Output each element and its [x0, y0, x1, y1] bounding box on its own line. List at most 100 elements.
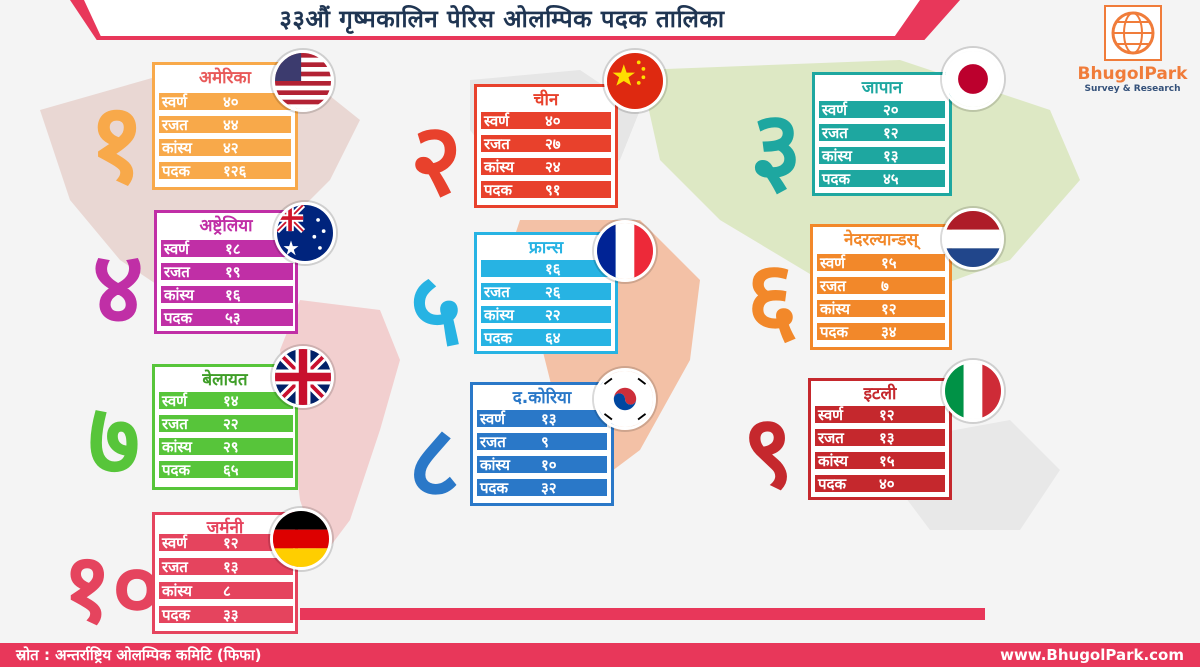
bhugolpark-logo: BhugolPark Survey & Research — [1070, 4, 1195, 104]
medal-panel: फ्रान्स १६ रजत २६ कांस्य २२ पदक ६४ — [474, 232, 618, 354]
total-value: ४५ — [883, 169, 899, 188]
uk-flag-icon — [272, 346, 334, 408]
website-link[interactable]: www.BhugolPark.com — [1000, 646, 1184, 664]
title-banner: ३३औं गृष्मकालिन पेरिस ओलम्पिक पदक तालिका — [70, 0, 960, 40]
korea-flag-icon — [594, 368, 656, 430]
total-label: पदक — [162, 460, 191, 479]
silver-row: रजत ७ — [817, 277, 945, 296]
bronze-label: कांस्य — [480, 455, 510, 474]
silver-label: रजत — [822, 123, 848, 142]
silver-row: रजत १९ — [161, 263, 293, 282]
bronze-row: कांस्य २४ — [481, 158, 611, 177]
gold-row: स्वर्ण १५ — [817, 254, 945, 273]
silver-label: रजत — [820, 276, 846, 295]
country-name: अमेरिका — [199, 67, 251, 88]
bronze-label: कांस्य — [162, 437, 192, 456]
gold-value: १२ — [223, 533, 239, 552]
medal-panel: द.कोरिया स्वर्ण १३ रजत ९ कांस्य १० पदक ३२ — [470, 382, 614, 506]
medal-panel: अमेरिका स्वर्ण ४० रजत ४४ कांस्य ४२ पदक १२६ — [152, 62, 298, 190]
total-row: पदक १२६ — [159, 162, 291, 181]
bronze-label: कांस्य — [484, 305, 514, 324]
total-value: ३२ — [541, 478, 557, 497]
gold-value: १३ — [541, 409, 557, 428]
total-row: पदक ४५ — [819, 170, 945, 189]
silver-label: रजत — [162, 557, 188, 576]
medal-panel: बेलायत स्वर्ण १४ रजत २२ कांस्य २९ पदक ६५ — [152, 364, 298, 490]
medal-panel: चीन स्वर्ण ४० रजत २७ कांस्य २४ पदक ९१ — [474, 84, 618, 208]
total-label: पदक — [162, 161, 191, 180]
medal-panel: जापान स्वर्ण २० रजत १२ कांस्य १३ पदक ४५ — [812, 72, 952, 196]
bronze-value: २९ — [223, 437, 239, 456]
bronze-row: कांस्य २२ — [481, 306, 611, 325]
bronze-label: कांस्य — [164, 285, 194, 304]
japan-flag-icon — [942, 48, 1004, 110]
silver-label: रजत — [484, 282, 510, 301]
silver-row: रजत २२ — [159, 415, 293, 434]
rank-number: ५ — [410, 251, 462, 368]
total-value: १२६ — [223, 161, 247, 180]
gold-label: स्वर्ण — [818, 405, 844, 424]
total-value: ३३ — [223, 605, 239, 624]
bronze-label: कांस्य — [162, 581, 192, 600]
gold-value: १५ — [881, 253, 897, 272]
gold-label: स्वर्ण — [822, 100, 848, 119]
bronze-value: १६ — [225, 285, 241, 304]
bronze-value: १३ — [883, 146, 899, 165]
bronze-row: कांस्य ४२ — [159, 139, 291, 158]
total-row: पदक ५३ — [161, 309, 293, 328]
rank-number: ३ — [750, 89, 802, 206]
silver-row: रजत २६ — [481, 283, 611, 302]
bronze-row: कांस्य १० — [477, 456, 607, 475]
rank-number: १ — [88, 79, 146, 207]
silver-value: २२ — [223, 414, 239, 433]
rank-number: ८ — [408, 403, 460, 520]
bronze-row: कांस्य १२ — [817, 300, 945, 319]
country-name: जर्मनी — [206, 517, 244, 538]
silver-value: २६ — [545, 282, 561, 301]
logo-name: BhugolPark — [1077, 64, 1188, 84]
footer-bar: स्रोत : अन्तर्राष्ट्रिय ओलम्पिक कमिटि (फ… — [0, 643, 1200, 667]
bronze-label: कांस्य — [822, 146, 852, 165]
total-label: पदक — [484, 180, 513, 199]
silver-label: रजत — [162, 115, 188, 134]
total-label: पदक — [164, 308, 193, 327]
total-row: पदक ३४ — [817, 323, 945, 342]
bronze-label: कांस्य — [484, 157, 514, 176]
silver-row: रजत १२ — [819, 124, 945, 143]
silver-value: १२ — [883, 123, 899, 142]
gold-row: स्वर्ण ४० — [481, 112, 611, 131]
total-label: पदक — [822, 169, 851, 188]
medal-panel: नेदरल्यान्डस् स्वर्ण १५ रजत ७ कांस्य १२ पदक… — [810, 224, 952, 350]
germany-flag-icon — [270, 508, 332, 570]
gold-row: स्वर्ण १२ — [815, 406, 945, 425]
gold-label: स्वर्ण — [162, 533, 188, 552]
country-name: चीन — [533, 89, 559, 110]
france-flag-icon — [594, 220, 656, 282]
silver-label: रजत — [484, 134, 510, 153]
country-name: बेलायत — [202, 369, 248, 390]
logo-tagline: Survey & Research — [1084, 84, 1181, 94]
bronze-value: ४२ — [223, 138, 239, 157]
silver-label: रजत — [480, 432, 506, 451]
bronze-value: १५ — [879, 451, 895, 470]
total-value: ५३ — [225, 308, 241, 327]
total-value: ९१ — [545, 180, 561, 199]
total-row: पदक ९१ — [481, 181, 611, 200]
silver-row: रजत २७ — [481, 135, 611, 154]
gold-value: २० — [883, 100, 899, 119]
gold-row: स्वर्ण २० — [819, 101, 945, 120]
rank-number: ४ — [92, 229, 144, 346]
gold-row: १६ — [481, 260, 611, 279]
gold-value: ४० — [223, 92, 239, 111]
silver-row: रजत ९ — [477, 433, 607, 452]
gold-label: स्वर्ण — [162, 391, 188, 410]
country-name: द.कोरिया — [512, 387, 572, 408]
bronze-value: २२ — [545, 305, 561, 324]
country-name: इटली — [863, 383, 897, 404]
gold-value: १२ — [879, 405, 895, 424]
total-value: ६५ — [223, 460, 239, 479]
rank-number: ६ — [746, 239, 798, 356]
gold-label: स्वर्ण — [162, 92, 188, 111]
silver-value: ४४ — [223, 115, 239, 134]
gold-value: १६ — [545, 259, 561, 278]
